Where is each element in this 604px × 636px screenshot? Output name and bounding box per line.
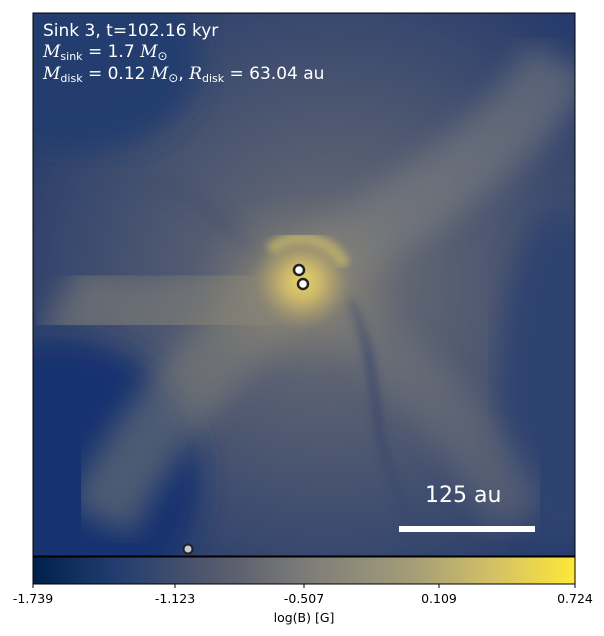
sink-mass-label: Msink = 1.7 M⊙ — [43, 42, 168, 63]
colorbar-tick-label: -1.123 — [154, 591, 196, 606]
colorbar-tick-label: 0.109 — [421, 591, 457, 606]
colorbar-label: log(B) [G] — [273, 610, 335, 625]
scale-bar — [399, 526, 535, 532]
disk-properties-label: Mdisk = 0.12 M⊙, Rdisk = 63.04 au — [43, 64, 325, 85]
disk-mass-value: = 0.12 — [82, 64, 151, 84]
disk-mass-symbol: M — [43, 64, 61, 84]
disk-radius-subscript: disk — [201, 72, 225, 85]
image-frame — [32, 12, 576, 557]
sink-main-marker — [292, 263, 306, 277]
solar-mass-symbol: M — [150, 64, 169, 84]
sink-time-label: Sink 3, t=102.16 kyr — [43, 21, 219, 41]
sun-symbol: ⊙ — [168, 71, 179, 85]
disk-radius-symbol: R — [189, 64, 202, 84]
colorbar-tick-label: 0.724 — [557, 591, 593, 606]
colorbar — [33, 557, 575, 584]
colorbar-ticks — [32, 584, 576, 588]
disk-mass-subscript: disk — [60, 72, 83, 85]
disk-radius-value: = 63.04 au — [224, 64, 325, 84]
sun-symbol: ⊙ — [157, 49, 168, 63]
field-image — [33, 13, 575, 556]
colorbar-tick-label: -1.739 — [12, 591, 54, 606]
colorbar-tick-label: -0.507 — [283, 591, 325, 606]
sink-companion-marker — [296, 277, 310, 291]
sink-distant-marker — [182, 543, 194, 555]
solar-mass-symbol: M — [140, 42, 158, 62]
separator: , — [178, 64, 190, 84]
sink-mass-subscript: sink — [60, 50, 83, 63]
scale-bar-label: 125 au — [425, 483, 502, 508]
sink-mass-value: = 1.7 — [82, 42, 141, 62]
sink-mass-symbol: M — [43, 42, 61, 62]
